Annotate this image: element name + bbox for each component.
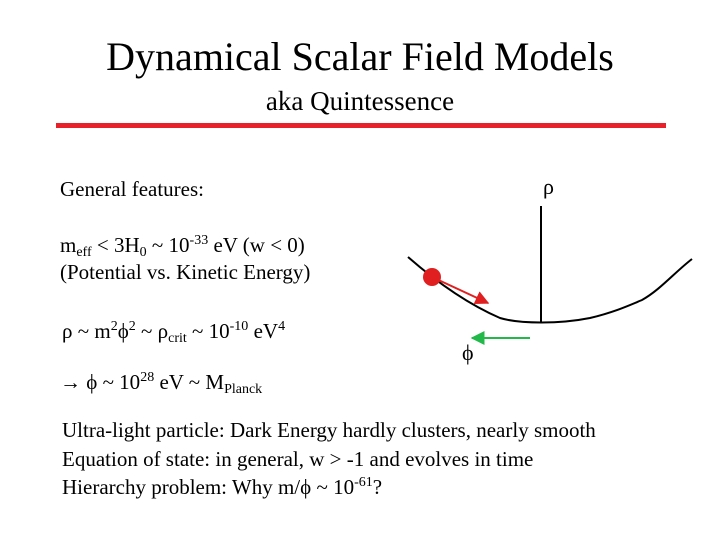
hierarchy-line: Hierarchy problem: Why m/ϕ ~ 10-61? (62, 474, 382, 500)
right-arrow-icon: → (60, 370, 81, 394)
rho-phi: ϕ (117, 319, 129, 343)
meff-approx: ~ 10 (146, 233, 190, 257)
hubble-sub: 0 (139, 245, 147, 260)
rolling-arrow (431, 276, 490, 305)
hier-a: Hierarchy problem: Why m/ (62, 475, 301, 499)
rho-a: ~ m (72, 319, 111, 343)
rho-four: 4 (278, 319, 286, 334)
slide-title: Dynamical Scalar Field Models (106, 34, 614, 79)
potential-vs-kinetic-line: (Potential vs. Kinetic Energy) (60, 260, 311, 284)
field-ball (423, 268, 441, 286)
title-divider (56, 123, 666, 128)
rho-d: eV (248, 319, 279, 343)
meff-m: m (60, 233, 77, 257)
features-label: General features: (60, 177, 204, 201)
slide-subtitle: aka Quintessence (265, 86, 455, 116)
rho-symbol: ρ (62, 319, 73, 343)
meff-lt: < 3H (91, 233, 140, 257)
meff-exp: -33 (189, 233, 209, 248)
ultralight-line: Ultra-light particle: Dark Energy hardly… (62, 418, 596, 442)
meff-unit: eV (w < 0) (208, 233, 305, 257)
rho-b: ~ (135, 319, 158, 343)
rho-crit-symbol: ρ (157, 319, 169, 343)
phi-exp: 28 (140, 370, 155, 385)
hier-c: ? (372, 475, 383, 499)
rho-c: ~ 10 (186, 319, 230, 343)
rho-sq2: 2 (128, 319, 136, 334)
phi-symbol: ϕ (81, 370, 98, 394)
phi-b: eV ~ M (154, 370, 225, 394)
effective-mass-line: meff < 3H0 ~ 10-33 eV (w < 0) (60, 232, 305, 260)
equation-of-state-line: Equation of state: in general, w > -1 an… (62, 447, 534, 471)
energy-density-line: ρ ~ m2ϕ2 ~ ρcrit ~ 10-10 eV4 (62, 318, 286, 346)
meff-sub: eff (76, 245, 92, 260)
rho-axis-label: ρ (543, 174, 554, 199)
rho-sq1: 2 (110, 319, 118, 334)
phi-a: ~ 10 (97, 370, 141, 394)
rho-exp: -10 (229, 319, 249, 334)
potential-curve (407, 256, 693, 324)
hier-b: ~ 10 (311, 475, 355, 499)
phi-axis-label: ϕ (462, 340, 474, 365)
hier-exp: -61 (354, 475, 373, 490)
hier-phi: ϕ (300, 475, 312, 499)
planck-sub: Planck (224, 382, 263, 397)
field-value-line: → ϕ ~ 1028 eV ~ MPlanck (60, 369, 263, 397)
rho-crit-sub: crit (168, 331, 187, 346)
